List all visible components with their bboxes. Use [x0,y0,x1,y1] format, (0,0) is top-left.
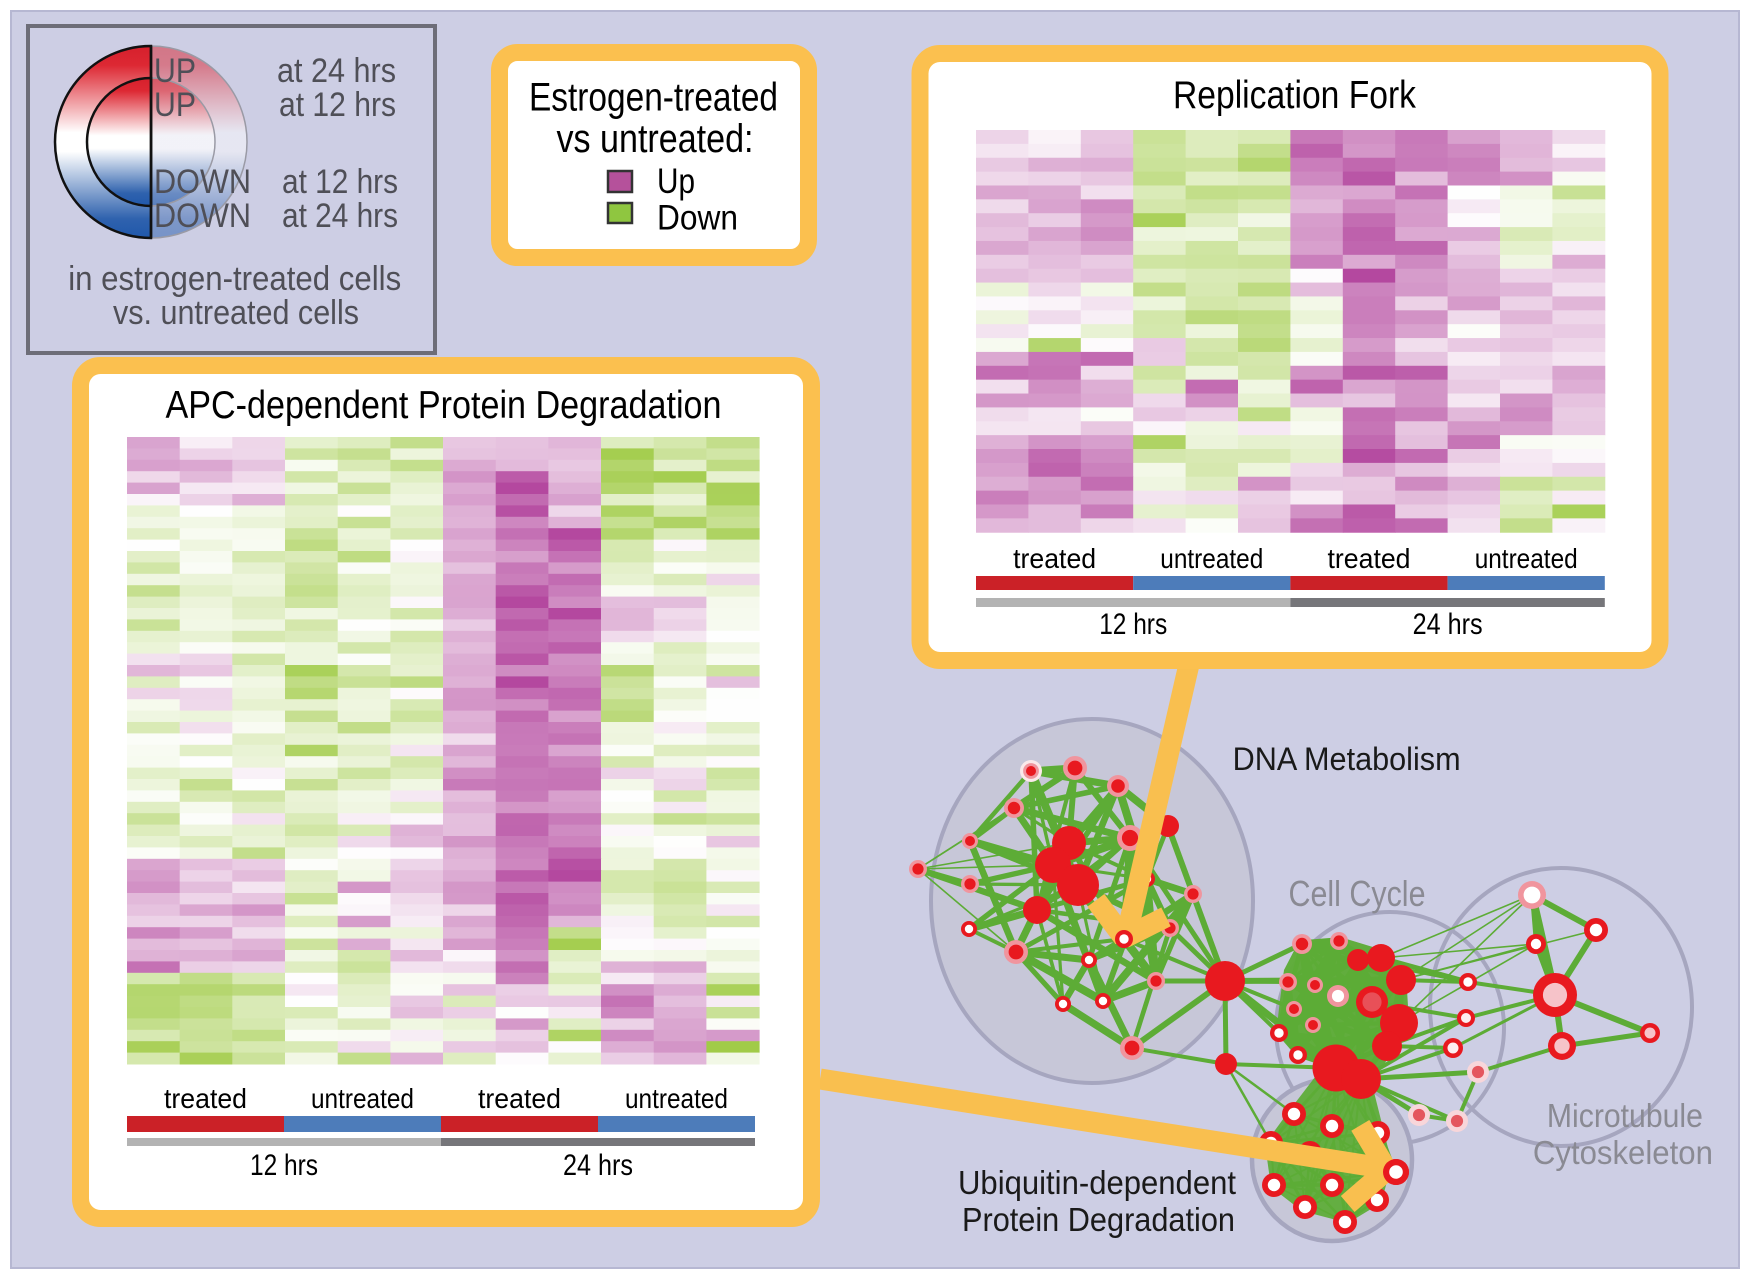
svg-text:APC-dependent Protein Degradat: APC-dependent Protein Degradation [166,384,722,427]
svg-text:untreated: untreated [625,1083,728,1114]
svg-text:at 12 hrs: at 12 hrs [282,163,398,201]
svg-text:vs untreated:: vs untreated: [557,117,754,161]
svg-text:Replication Fork: Replication Fork [1173,74,1416,117]
svg-text:untreated: untreated [1475,543,1578,574]
svg-text:Estrogen-treated: Estrogen-treated [529,76,778,120]
svg-text:treated: treated [1328,543,1411,574]
svg-text:Up: Up [657,162,695,201]
svg-text:in estrogen-treated cells: in estrogen-treated cells [68,260,401,298]
svg-text:at 12 hrs: at 12 hrs [279,86,396,124]
svg-text:treated: treated [478,1083,561,1114]
svg-text:UP: UP [154,86,196,124]
svg-text:at 24 hrs: at 24 hrs [282,197,398,235]
svg-text:Ubiquitin-dependent: Ubiquitin-dependent [958,1164,1236,1201]
svg-text:12 hrs: 12 hrs [1099,608,1167,641]
svg-text:DOWN: DOWN [154,163,251,201]
svg-text:untreated: untreated [1160,543,1263,574]
svg-text:vs. untreated cells: vs. untreated cells [113,294,359,332]
svg-text:DNA Metabolism: DNA Metabolism [1233,741,1461,777]
svg-text:24 hrs: 24 hrs [563,1149,633,1182]
svg-text:UP: UP [154,52,196,90]
svg-text:Protein Degradation: Protein Degradation [962,1201,1235,1238]
svg-text:Down: Down [657,199,738,238]
svg-text:untreated: untreated [311,1083,414,1114]
svg-text:at 24 hrs: at 24 hrs [277,52,396,90]
svg-text:Cell Cycle: Cell Cycle [1289,873,1426,914]
svg-text:treated: treated [1013,543,1096,574]
svg-text:12 hrs: 12 hrs [250,1149,318,1182]
svg-text:Cytoskeleton: Cytoskeleton [1533,1134,1713,1171]
svg-text:Microtubule: Microtubule [1547,1097,1703,1134]
svg-text:24 hrs: 24 hrs [1413,608,1483,641]
svg-text:DOWN: DOWN [154,197,251,235]
svg-text:treated: treated [164,1083,247,1114]
